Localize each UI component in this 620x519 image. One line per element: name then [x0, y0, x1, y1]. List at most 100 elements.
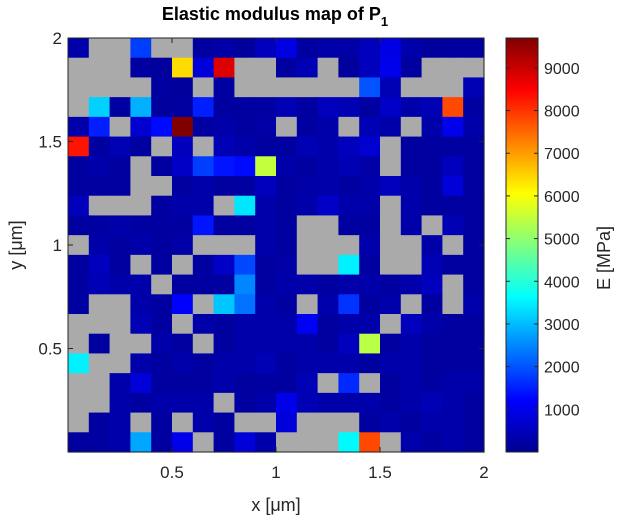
- heatmap-cell-empty: [380, 215, 402, 236]
- heatmap-cell: [213, 77, 235, 98]
- heatmap-cell: [421, 235, 443, 256]
- heatmap-cell: [400, 195, 423, 217]
- heatmap-cell-empty: [255, 77, 277, 98]
- heatmap-cell-empty: [296, 235, 319, 256]
- heatmap-cell: [88, 235, 111, 256]
- heatmap-cell: [192, 392, 215, 414]
- heatmap-cell: [442, 116, 464, 138]
- heatmap-cell-empty: [359, 373, 381, 394]
- heatmap-cell: [463, 412, 485, 433]
- heatmap-cell: [68, 156, 90, 177]
- heatmap-cell: [317, 333, 339, 355]
- heatmap-cell: [234, 38, 256, 59]
- heatmap-cell: [192, 38, 215, 59]
- heatmap-cell-empty: [130, 156, 152, 177]
- heatmap-cell: [359, 136, 381, 157]
- colorbar-tick-label: 1000: [544, 402, 580, 419]
- heatmap-cell-empty: [317, 77, 339, 98]
- heatmap-cell: [172, 432, 194, 453]
- colorbar-ticks: 1000 2000 3000 4000 5000 6000 7000 8000 9000: [506, 61, 580, 419]
- heatmap-cell: [88, 136, 111, 157]
- heatmap-cell: [151, 333, 173, 355]
- heatmap-cell: [109, 176, 131, 197]
- heatmap-cell-empty: [276, 116, 298, 138]
- heatmap-cell-empty: [68, 57, 90, 79]
- x-axis-ticks: 0.5 1 1.5 2: [160, 38, 489, 482]
- heatmap-cell: [151, 432, 173, 453]
- heatmap-cell: [338, 392, 360, 414]
- heatmap-cell-empty: [234, 77, 256, 98]
- heatmap-cell: [421, 314, 443, 335]
- heatmap-cell: [338, 274, 360, 295]
- heatmap-cell: [359, 294, 381, 315]
- heatmap-cell-empty: [421, 215, 443, 236]
- heatmap-cell: [192, 314, 215, 335]
- heatmap-cell: [463, 373, 485, 394]
- heatmap-cell-empty: [400, 254, 423, 276]
- heatmap-cell-empty: [380, 314, 402, 335]
- heatmap-cell: [130, 353, 152, 374]
- heatmap-cell: [234, 432, 256, 453]
- heatmap-cell: [276, 38, 298, 59]
- y-tick-label: 2: [53, 29, 62, 48]
- heatmap-cell: [400, 353, 423, 374]
- heatmap-cell: [276, 176, 298, 197]
- heatmap-cell: [380, 412, 402, 433]
- heatmap-cell: [317, 274, 339, 295]
- heatmap-cell: [234, 195, 256, 217]
- heatmap-cell-empty: [68, 333, 90, 355]
- heatmap-cell: [380, 176, 402, 197]
- heatmap-cell: [421, 116, 443, 138]
- heatmap-cell: [442, 353, 464, 374]
- heatmap-cell: [234, 136, 256, 157]
- heatmap-cell: [359, 235, 381, 256]
- heatmap-cell: [359, 57, 381, 79]
- heatmap-cell: [151, 156, 173, 177]
- heatmap-cell: [130, 392, 152, 414]
- heatmap-cell: [213, 274, 235, 295]
- heatmap-cell: [213, 353, 235, 374]
- heatmap-cell: [380, 77, 402, 98]
- heatmap-cell: [151, 235, 173, 256]
- heatmap-cells: [68, 38, 485, 453]
- heatmap-cell-empty: [192, 235, 215, 256]
- heatmap-cell: [255, 392, 277, 414]
- colorbar-tick-label: 8000: [544, 104, 580, 121]
- heatmap-cell-empty: [172, 38, 194, 59]
- heatmap-cell: [359, 38, 381, 59]
- heatmap-cell-empty: [192, 294, 215, 315]
- heatmap-cell: [442, 412, 464, 433]
- heatmap-cell: [359, 314, 381, 335]
- heatmap-cell: [442, 314, 464, 335]
- heatmap-cell: [421, 392, 443, 414]
- heatmap-cell: [130, 116, 152, 138]
- heatmap-cell: [88, 176, 111, 197]
- heatmap-cell-empty: [88, 353, 111, 374]
- heatmap-cell: [276, 195, 298, 217]
- heatmap-cell: [421, 333, 443, 355]
- heatmap-cell: [338, 373, 360, 394]
- heatmap-cell: [276, 254, 298, 276]
- heatmap-cell: [276, 97, 298, 118]
- heatmap-cell-empty: [88, 195, 111, 217]
- heatmap-cell: [130, 314, 152, 335]
- heatmap-cell-empty: [88, 57, 111, 79]
- y-axis-label: y [μm]: [6, 220, 26, 269]
- heatmap-cell: [109, 412, 131, 433]
- heatmap-cell: [234, 333, 256, 355]
- heatmap-cell: [234, 314, 256, 335]
- heatmap-cell: [172, 215, 194, 236]
- heatmap-cell: [213, 432, 235, 453]
- heatmap-cell: [192, 156, 215, 177]
- heatmap-cell: [380, 57, 402, 79]
- heatmap-cell: [213, 412, 235, 433]
- heatmap-cell: [172, 353, 194, 374]
- heatmap-cell-empty: [151, 136, 173, 157]
- heatmap-cell-empty: [234, 235, 256, 256]
- heatmap-cell-empty: [380, 136, 402, 157]
- heatmap-cell-empty: [109, 195, 131, 217]
- heatmap-cell: [400, 57, 423, 79]
- heatmap-cell: [172, 77, 194, 98]
- heatmap-cell: [338, 314, 360, 335]
- heatmap-cell: [317, 97, 339, 118]
